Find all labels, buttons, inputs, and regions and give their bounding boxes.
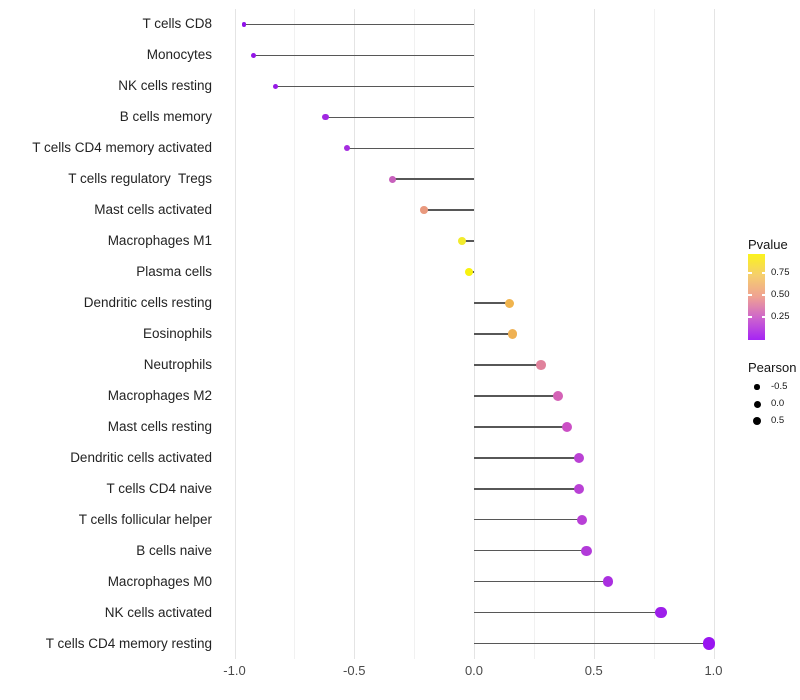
y-axis-label: Dendritic cells activated [70, 449, 212, 465]
y-axis-label: T cells CD4 naive [106, 480, 212, 496]
pearson-size-label: 0.0 [771, 398, 785, 409]
x-axis-tick-label: -1.0 [223, 663, 246, 678]
x-axis-tick-label: -0.5 [343, 663, 366, 678]
plot-panel [218, 9, 732, 659]
lollipop-dot [272, 83, 278, 89]
y-axis-label: NK cells activated [104, 604, 212, 620]
pearson-size-dot [753, 400, 761, 408]
lollipop-stem [474, 333, 513, 335]
lollipop-dot [322, 114, 329, 121]
lollipop-dot [464, 267, 474, 277]
lollipop-stem [474, 302, 510, 304]
lollipop-dot [251, 52, 257, 58]
lollipop-stem [275, 85, 474, 88]
y-axis-label: Mast cells activated [94, 202, 212, 218]
minor-gridline [653, 9, 655, 659]
lollipop-stem [474, 611, 661, 614]
lollipop-dot [574, 452, 585, 463]
lollipop-dot [536, 360, 546, 370]
y-axis-label: T cells regulatory Tregs [68, 171, 212, 187]
major-gridline [713, 9, 715, 659]
lollipop-stem [325, 116, 474, 119]
lollipop-dot [562, 421, 573, 432]
pvalue-tick-mark [761, 294, 765, 296]
y-axis-label: Neutrophils [143, 356, 212, 372]
pearson-size-label: -0.5 [771, 381, 788, 392]
major-gridline [354, 9, 356, 659]
pvalue-legend-title: Pvalue [748, 237, 788, 252]
major-gridline [593, 9, 595, 659]
lollipop-dot [576, 514, 587, 525]
y-axis-label: T cells CD4 memory resting [45, 635, 212, 651]
lollipop-stem [474, 549, 587, 552]
lollipop-stem [474, 457, 580, 459]
pearson-size-dot [752, 416, 762, 426]
lollipop-stem [474, 642, 709, 645]
y-axis-label: Plasma cells [136, 264, 212, 280]
pvalue-tick-label: 0.50 [771, 289, 790, 300]
lollipop-stem [474, 364, 542, 366]
lollipop-dot [702, 637, 715, 650]
lollipop-stem [474, 426, 568, 428]
lollipop-dot [343, 145, 351, 152]
pvalue-tick-label: 0.25 [771, 311, 790, 322]
pvalue-tick-mark [761, 272, 765, 274]
y-axis-label: Dendritic cells resting [83, 295, 212, 311]
x-axis-tick-label: 0.5 [584, 663, 603, 678]
y-axis-label: Mast cells resting [107, 418, 212, 434]
lollipop-stem [474, 518, 582, 521]
y-axis-label: Monocytes [146, 47, 212, 63]
pvalue-tick-mark [748, 316, 752, 318]
y-axis-label: B cells memory [119, 109, 212, 125]
y-axis-label: Macrophages M2 [107, 387, 212, 403]
y-axis-label: Macrophages M1 [107, 233, 212, 249]
y-axis-label: NK cells resting [118, 78, 212, 94]
lollipop-dot [241, 22, 247, 27]
pearson-legend-title: Pearson [748, 360, 797, 375]
y-axis-label: Macrophages M0 [107, 573, 212, 589]
y-axis-label: T cells CD8 [142, 16, 212, 32]
minor-gridline [414, 9, 416, 659]
pvalue-tick-label: 0.75 [771, 267, 790, 278]
lollipop-stem [474, 580, 609, 583]
x-axis-tick-label: 1.0 [704, 663, 723, 678]
pvalue-tick-mark [748, 294, 752, 296]
lollipop-stem [462, 240, 474, 242]
y-axis-label: B cells naive [136, 542, 212, 558]
x-axis-tick-label: 0.0 [464, 663, 484, 678]
lollipop-stem [347, 147, 474, 150]
lollipop-dot [552, 390, 563, 401]
lollipop-dot [655, 606, 667, 619]
pvalue-gradient-bar [748, 254, 765, 340]
lollipop-dot [419, 206, 428, 215]
pearson-size-dot [754, 384, 760, 390]
lollipop-stem [253, 54, 474, 57]
lollipop-dot [602, 576, 614, 587]
y-axis-label: T cells CD4 memory activated [32, 140, 212, 156]
lollipop-dot [388, 175, 397, 183]
lollipop-dot [457, 236, 467, 246]
lollipop-stem [474, 488, 580, 490]
y-axis-label: T cells follicular helper [78, 511, 212, 527]
pvalue-tick-mark [748, 272, 752, 274]
lollipop-stem [244, 23, 474, 26]
pvalue-tick-mark [761, 316, 765, 318]
pearson-size-label: 0.5 [771, 415, 785, 426]
lollipop-stem [392, 178, 474, 180]
lollipop-dot [574, 483, 585, 494]
lollipop-dot [581, 545, 592, 556]
lollipop-stem [474, 395, 558, 397]
minor-gridline [533, 9, 535, 659]
y-axis-label: Eosinophils [142, 326, 212, 341]
lollipop-dot [507, 329, 517, 339]
lollipop-dot [505, 298, 515, 308]
minor-gridline [294, 9, 296, 659]
major-gridline [234, 9, 236, 659]
lollipop-stem [423, 209, 474, 211]
